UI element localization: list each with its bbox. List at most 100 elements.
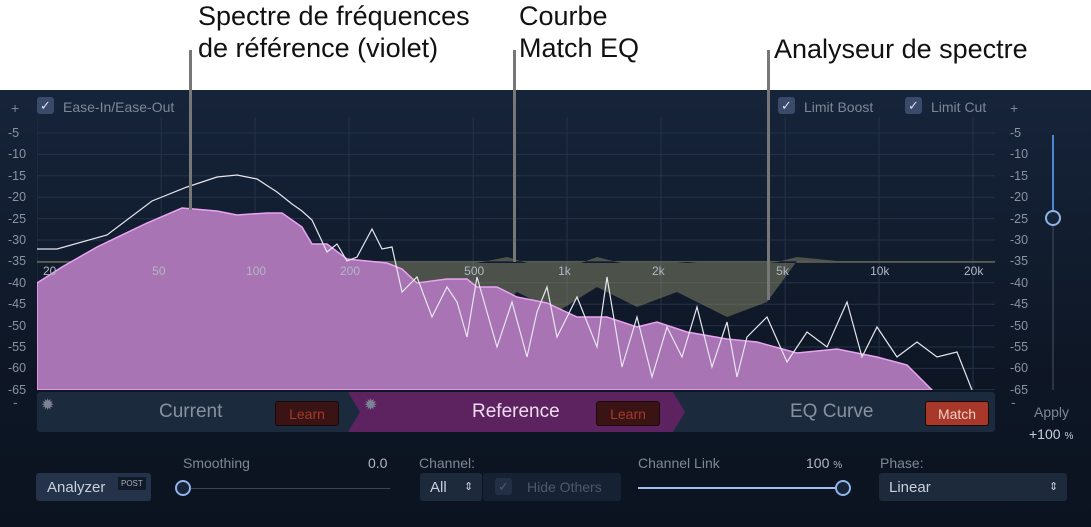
analyzer-spectrum (37, 174, 973, 390)
limit-boost-checkbox[interactable]: ✓ (778, 97, 795, 114)
db-tick-label: -10 (8, 147, 27, 162)
channel-link-unit: % (833, 460, 843, 471)
channel-link-knob[interactable] (835, 480, 851, 496)
eq-curve-section[interactable]: EQ Curve Match (690, 392, 995, 432)
freq-tick-label: 50 (152, 264, 166, 278)
leader-line (767, 50, 770, 300)
freq-tick-label: 200 (340, 264, 361, 278)
db-tick-label: -60 (8, 361, 27, 376)
freq-tick-label: 20k (964, 264, 984, 278)
db-tick-label: -25 (1010, 211, 1029, 226)
callout-reference-spectrum: Spectre de fréquences de référence (viole… (198, 0, 470, 64)
zoom-in-right-icon[interactable]: + (1010, 100, 1019, 116)
db-tick-label: -30 (1010, 233, 1029, 247)
db-tick-label: -5 (8, 126, 20, 140)
channel-select[interactable]: All ⇕ (420, 473, 482, 501)
zoom-out-right-icon[interactable]: - (1011, 394, 1016, 410)
freq-tick-label: 10k (870, 264, 890, 278)
limit-cut-label: Limit Cut (931, 99, 987, 115)
db-tick-label: -55 (8, 340, 27, 354)
apply-slider-track[interactable] (1052, 135, 1054, 390)
db-tick-label: -40 (8, 275, 27, 290)
channel-link-number: 100 (806, 455, 830, 471)
phase-value: Linear (889, 479, 931, 496)
channel-value: All (430, 479, 447, 496)
callout-line: Spectre de fréquences (198, 1, 470, 31)
db-tick-label: -20 (1010, 190, 1029, 205)
reference-learn-button[interactable]: Learn (596, 401, 660, 426)
callout-line: Courbe (519, 1, 608, 31)
leader-line (513, 50, 516, 262)
zoom-out-icon[interactable]: - (13, 394, 18, 410)
phase-label: Phase: (880, 455, 924, 471)
db-tick-label: -35 (1010, 254, 1029, 269)
db-tick-label: -40 (1010, 275, 1029, 290)
reference-spectrum (37, 207, 934, 390)
db-tick-label: -10 (1010, 147, 1029, 162)
updown-icon: ⇕ (1049, 481, 1059, 493)
apply-value: +100 % (1029, 426, 1073, 442)
freq-tick-label: 20 (43, 264, 57, 278)
apply-slider-knob[interactable] (1045, 210, 1061, 226)
db-tick-label: -45 (8, 297, 27, 312)
db-tick-label: -50 (8, 318, 27, 333)
analyzer-label: Analyzer (47, 479, 106, 496)
callout-match-eq: Courbe Match EQ (519, 0, 639, 64)
channel-link-track[interactable] (638, 487, 843, 489)
hide-others-label: Hide Others (527, 479, 602, 495)
reference-section[interactable]: ✹ Reference Learn (360, 392, 680, 432)
current-section[interactable]: ✹ Current Learn (37, 392, 357, 432)
match-button[interactable]: Match (925, 401, 989, 426)
current-label: Current (159, 401, 223, 422)
db-tick-label: -35 (8, 254, 27, 269)
updown-icon: ⇕ (464, 481, 474, 493)
gear-icon[interactable]: ✹ (41, 397, 55, 414)
freq-tick-label: 100 (246, 264, 267, 278)
spectrum-graph[interactable] (37, 117, 995, 390)
db-tick-label: -65 (1010, 382, 1029, 397)
limit-boost-label: Limit Boost (804, 99, 874, 115)
phase-select[interactable]: Linear ⇕ (879, 473, 1067, 501)
freq-tick-label: 1k (558, 264, 571, 278)
smoothing-knob[interactable] (175, 480, 191, 496)
apply-unit: % (1064, 431, 1074, 442)
freq-tick-label: 5k (776, 264, 789, 278)
db-tick-label: -15 (1010, 168, 1029, 183)
smoothing-label: Smoothing (183, 455, 250, 471)
db-tick-label: -55 (1010, 340, 1029, 354)
callout-analyzer: Analyseur de spectre (774, 34, 1028, 64)
channel-link-value: 100 % (806, 455, 842, 471)
hide-others[interactable]: ✓ Hide Others (483, 473, 621, 501)
db-tick-label: -50 (1010, 318, 1029, 333)
zoom-in-icon[interactable]: + (11, 100, 20, 116)
analyzer-button[interactable]: Analyzer POST (36, 473, 151, 501)
hide-others-checkbox[interactable]: ✓ (495, 478, 512, 495)
channel-label: Channel: (419, 455, 476, 471)
gear-icon[interactable]: ✹ (364, 397, 378, 414)
db-tick-label: -15 (8, 168, 27, 183)
db-tick-label: -30 (8, 233, 27, 247)
db-tick-label: -60 (1010, 361, 1029, 376)
callout-line: Match EQ (519, 33, 640, 63)
current-learn-button[interactable]: Learn (275, 401, 339, 426)
smoothing-value: 0.0 (368, 455, 388, 471)
match-eq-plugin: + ✓ Ease-In/Ease-Out ✓ Limit Boost ✓ Lim… (0, 90, 1091, 527)
reference-label: Reference (472, 401, 560, 422)
freq-tick-label: 500 (464, 264, 485, 278)
limit-cut-checkbox[interactable]: ✓ (905, 97, 922, 114)
db-tick-label: -45 (1010, 297, 1029, 312)
ease-label: Ease-In/Ease-Out (63, 99, 175, 115)
eq-curve-fill (37, 257, 995, 317)
db-tick-label: -65 (8, 382, 27, 397)
apply-number: +100 (1029, 426, 1061, 442)
ease-checkbox[interactable]: ✓ (37, 97, 54, 114)
apply-label: Apply (1034, 404, 1070, 420)
channel-link-label: Channel Link (638, 455, 720, 471)
db-tick-label: -20 (8, 190, 27, 205)
db-tick-label: -25 (8, 211, 27, 226)
freq-tick-label: 2k (652, 264, 665, 278)
post-badge: POST (118, 477, 146, 490)
db-tick-label: -5 (1010, 126, 1022, 140)
smoothing-track[interactable] (183, 488, 390, 489)
eq-curve-label: EQ Curve (790, 401, 874, 422)
